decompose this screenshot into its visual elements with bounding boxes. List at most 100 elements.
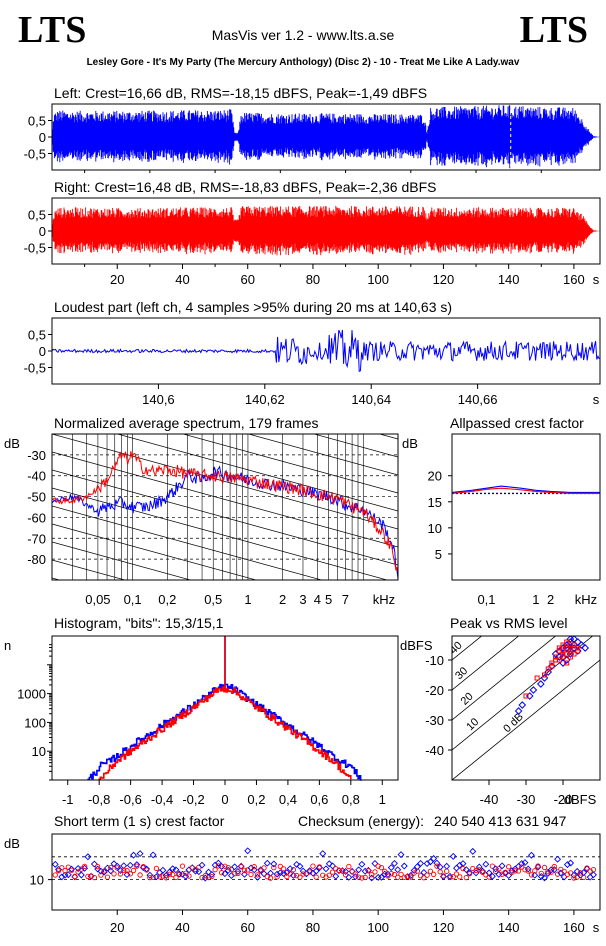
crest-point-left bbox=[208, 870, 216, 878]
crest-point-left bbox=[449, 852, 457, 860]
crest-point-right bbox=[241, 867, 248, 873]
histogram-xtick-label: -0,4 bbox=[151, 792, 173, 807]
crest-point-left bbox=[90, 860, 98, 868]
peakrms-diagonal bbox=[452, 636, 594, 751]
peakrms-diagonal bbox=[452, 636, 557, 721]
crest-point-left bbox=[498, 862, 506, 870]
xtick-label-right: 60 bbox=[240, 272, 254, 287]
crest-point-right bbox=[466, 871, 473, 877]
crest-point-left bbox=[456, 861, 464, 869]
crest-point-right bbox=[404, 873, 411, 880]
peakrms-point-right bbox=[575, 645, 581, 651]
crest-point-left bbox=[126, 861, 134, 869]
spectrum-slope-line bbox=[52, 523, 258, 580]
spectrum-xtick-label: 1 bbox=[244, 592, 251, 607]
crest-point-left bbox=[453, 864, 460, 872]
crest-point-right bbox=[352, 871, 359, 877]
spectrum-slope-line bbox=[52, 451, 398, 548]
crest-point-left bbox=[81, 864, 89, 872]
crest-point-right bbox=[385, 873, 391, 879]
xtick-label-right: 20 bbox=[110, 272, 124, 287]
crest-point-right bbox=[228, 866, 235, 873]
spectrum-slope-line bbox=[181, 434, 398, 494]
crest-point-right bbox=[297, 874, 303, 880]
lts-logo-left: LTS bbox=[18, 9, 87, 51]
crest-point-right bbox=[108, 864, 114, 871]
crest-point-right bbox=[440, 873, 447, 879]
ytick-label-loudest: 0,5 bbox=[28, 328, 46, 343]
waveform-right bbox=[52, 205, 600, 256]
allpass-series-1 bbox=[451, 487, 600, 494]
peakrms-point-right bbox=[575, 648, 581, 654]
crest-point-right bbox=[316, 864, 323, 870]
loudest-title: Loudest part (left ch, 4 samples >95% du… bbox=[54, 299, 452, 315]
crest-point-right bbox=[280, 866, 287, 872]
crest-point-right bbox=[173, 874, 179, 881]
crest-point-right bbox=[512, 868, 518, 874]
crest-point-left bbox=[64, 871, 72, 879]
waveform-left-title: Left: Crest=16,66 dB, RMS=-18,15 dBFS, P… bbox=[54, 85, 427, 101]
crest-point-right bbox=[137, 872, 143, 878]
crest-point-right bbox=[186, 873, 192, 879]
crest-point-right bbox=[277, 863, 283, 870]
peakrms-point-right bbox=[564, 660, 570, 666]
allpass-series-0 bbox=[451, 485, 600, 493]
crest-point-right bbox=[166, 871, 173, 877]
crest-point-right bbox=[378, 864, 385, 871]
peakrms-plot: 0 dB 10 20 30 40 bbox=[452, 636, 600, 780]
crest-point-left bbox=[130, 851, 137, 859]
histogram-xtick-label: -1 bbox=[62, 792, 74, 807]
histogram-xtick-label: 0,2 bbox=[247, 792, 265, 807]
histogram-xtick-label: 0,4 bbox=[279, 792, 297, 807]
histogram-series-0 bbox=[87, 683, 362, 781]
crest-point-right bbox=[525, 868, 531, 874]
crest-point-right bbox=[590, 867, 597, 873]
crest-point-right bbox=[147, 874, 153, 881]
crest-point-right bbox=[369, 872, 375, 878]
ytick-label-left: 0 bbox=[39, 130, 46, 145]
histogram-ytick-label: 1000 bbox=[17, 687, 46, 702]
crest-point-right bbox=[215, 863, 222, 869]
spectrum-xtick-label: 2 bbox=[279, 592, 286, 607]
frame-left bbox=[51, 103, 601, 171]
crest-point-left bbox=[485, 869, 493, 877]
spectrum-ytick-label: -70 bbox=[27, 531, 46, 546]
crest-point-left bbox=[322, 865, 330, 873]
crest-point-right bbox=[222, 863, 228, 869]
spectrum-series-0 bbox=[52, 465, 398, 579]
peakrms-point-left bbox=[514, 707, 523, 715]
crest-point-right bbox=[519, 864, 525, 870]
crest-point-right bbox=[421, 875, 427, 881]
spectrum-xtick-label: 0,05 bbox=[85, 592, 110, 607]
spectrum-xtick-label: 3 bbox=[299, 592, 306, 607]
peakrms-point-right bbox=[567, 648, 573, 654]
crest-point-right bbox=[68, 867, 75, 873]
spectrum-slope-line bbox=[52, 272, 398, 367]
crest-point-left bbox=[234, 867, 242, 875]
peakrms-diagonal-label: 20 bbox=[459, 691, 476, 708]
crest-point-right bbox=[538, 870, 544, 877]
spectrum-xtick-label: 7 bbox=[342, 592, 349, 607]
lts-logo-right: LTS bbox=[519, 9, 588, 51]
crest-point-left bbox=[426, 858, 434, 866]
crest-point-right bbox=[205, 874, 212, 881]
crest-point-left bbox=[195, 868, 203, 876]
crest-point-left bbox=[423, 860, 431, 867]
peakrms-point-right bbox=[567, 654, 573, 660]
histogram-xtick-label: -0,2 bbox=[182, 792, 204, 807]
crest-point-right bbox=[75, 869, 81, 875]
peakrms-title: Peak vs RMS level bbox=[450, 615, 567, 631]
ytick-label-left: -0,5 bbox=[24, 147, 46, 162]
peakrms-point-right bbox=[560, 648, 566, 654]
spectrum-series-1 bbox=[52, 451, 398, 574]
crest-point-right bbox=[408, 874, 414, 880]
xtick-label-loudest: 140,62 bbox=[245, 392, 285, 407]
peakrms-point-right bbox=[560, 654, 566, 660]
checksum-label: Checksum (energy): bbox=[298, 813, 424, 829]
xtick-label-loudest: 140,6 bbox=[142, 392, 175, 407]
crest-point-right bbox=[414, 868, 420, 874]
spectrum-slope-line bbox=[52, 559, 127, 580]
crest-point-right bbox=[506, 864, 512, 870]
crest-point-right bbox=[515, 868, 522, 874]
